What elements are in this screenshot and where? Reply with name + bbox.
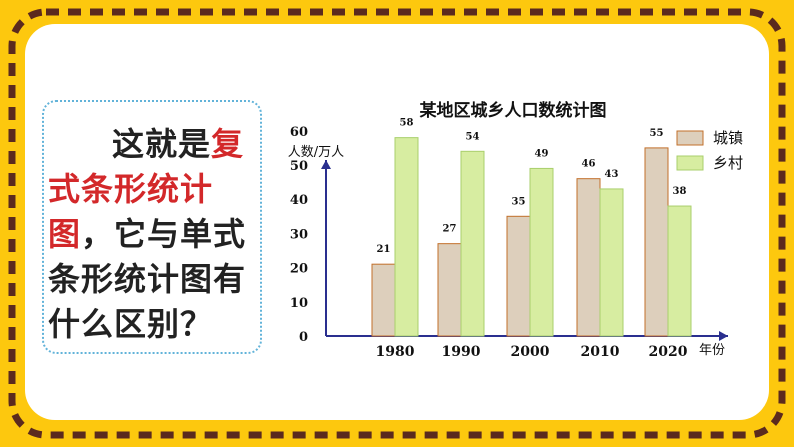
- y-tick-label: 50: [290, 159, 308, 174]
- y-tick-label: 20: [290, 262, 308, 277]
- x-tick-label: 1980: [376, 344, 415, 360]
- legend-swatch-urban: [676, 130, 704, 146]
- x-axis-arrow: [719, 331, 728, 341]
- bar-urban: [437, 243, 462, 337]
- legend-label-urban: 城镇: [713, 129, 743, 147]
- bar-rural: [460, 150, 485, 337]
- chart-title: 某地区城乡人口数统计图: [420, 100, 607, 121]
- x-tick-label: 2000: [511, 344, 550, 360]
- bar-rural: [394, 137, 419, 337]
- bar-value-label: 58: [400, 118, 414, 129]
- y-tick-label: 60: [290, 125, 308, 140]
- bar-value-label: 49: [535, 148, 549, 159]
- x-tick-label: 2010: [581, 344, 620, 360]
- y-tick-label: 30: [290, 227, 308, 242]
- y-axis-label: 人数/万人: [288, 145, 344, 160]
- population-bar-chart: 某地区城乡人口数统计图 人数/万人 年份 城镇 乡村 0 10 20 30 40 50 60…: [288, 100, 743, 360]
- callout-text: 这就是复式条形统计图，它与单式条形统计图有什么区别？: [48, 122, 260, 347]
- bar-urban: [506, 215, 531, 337]
- bar-value-label: 55: [650, 128, 664, 139]
- bar-rural: [529, 167, 554, 337]
- y-tick-label: 10: [290, 296, 308, 311]
- bar-urban: [371, 263, 396, 337]
- bar-value-label: 43: [605, 169, 619, 180]
- x-tick-label: 2020: [649, 344, 688, 360]
- y-tick-label: 0: [299, 330, 308, 345]
- callout-highlight: 复式条形统计图: [48, 125, 245, 253]
- legend-swatch-rural: [676, 155, 704, 171]
- bar-value-label: 54: [466, 131, 480, 142]
- callout-text-pre: 这就是: [112, 125, 212, 163]
- bar-rural: [599, 188, 624, 337]
- legend: 城镇 乡村: [676, 129, 743, 172]
- bar-value-label: 21: [377, 244, 391, 255]
- bar-value-label: 27: [443, 224, 457, 235]
- question-callout: 这就是复式条形统计图，它与单式条形统计图有什么区别？: [42, 100, 262, 354]
- bar-value-label: 38: [673, 186, 687, 197]
- x-axis-label: 年份: [699, 343, 725, 358]
- bar-value-label: 46: [582, 159, 596, 170]
- bar-rural: [667, 205, 692, 337]
- bar-urban: [644, 147, 669, 337]
- y-axis-arrow: [321, 160, 331, 169]
- bar-urban: [576, 178, 601, 337]
- callout-text-post: ，它与单式条形统计图有什么区别？: [48, 215, 247, 343]
- legend-label-rural: 乡村: [713, 154, 743, 172]
- y-tick-label: 40: [290, 193, 308, 208]
- plot-area: 0 10 20 30 40 50 60 21 58 1980 27 54 1990 35 49 2000 46 4…: [290, 118, 728, 360]
- bar-value-label: 35: [512, 196, 526, 207]
- x-tick-label: 1990: [442, 344, 481, 360]
